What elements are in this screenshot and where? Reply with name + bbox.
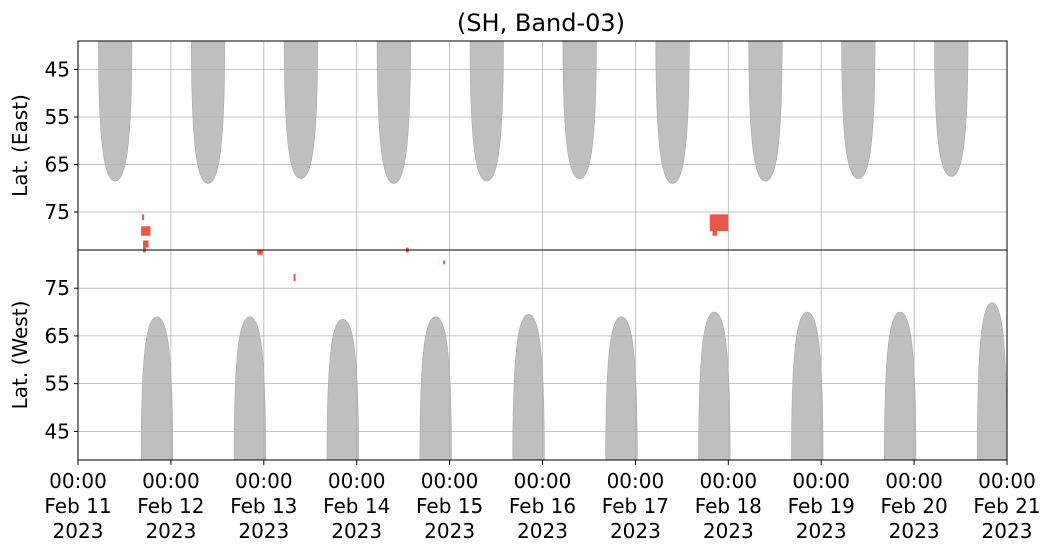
event-west-4	[443, 260, 446, 265]
y-tick-label-east-3: 75	[45, 200, 70, 224]
coverage-west-2	[326, 318, 359, 461]
x-tick-label-3-2: Feb 14	[323, 494, 390, 518]
x-tick-label-7-3: 2023	[703, 519, 754, 543]
coverage-east-1	[191, 40, 226, 184]
coverage-west-9	[976, 302, 1008, 461]
event-east-4	[712, 226, 718, 236]
coverage-east-7	[748, 40, 783, 182]
x-tick-label-7-1: 00:00	[699, 469, 757, 493]
y-tick-label-west-2: 65	[45, 324, 70, 348]
coverage-west-3	[419, 316, 452, 461]
x-tick-label-1-2: Feb 12	[137, 494, 204, 518]
x-tick-label-4-2: Feb 15	[416, 494, 483, 518]
y-tick-label-west-0: 45	[45, 419, 70, 443]
x-tick-label-10-3: 2023	[982, 519, 1033, 543]
coverage-east-8	[841, 40, 876, 180]
y-tick-label-east-1: 55	[45, 105, 70, 129]
y-tick-label-east-0: 45	[45, 58, 70, 82]
y-tick-label-west-1: 55	[45, 372, 70, 396]
coverage-west-1	[233, 316, 266, 461]
coverage-west-4	[512, 314, 545, 461]
coverage-east-0	[98, 40, 133, 182]
x-tick-label-2-2: Feb 13	[230, 494, 297, 518]
y-axis-label-west: Lat. (West)	[8, 301, 32, 410]
coverage-east-6	[655, 40, 690, 184]
x-tick-label-10-2: Feb 21	[973, 494, 1040, 518]
event-east-1	[143, 240, 149, 248]
coverage-layer	[98, 40, 1008, 461]
event-west-1	[257, 250, 263, 255]
x-tick-label-0-3: 2023	[53, 519, 104, 543]
x-tick-label-1-1: 00:00	[142, 469, 200, 493]
x-tick-label-2-3: 2023	[238, 519, 289, 543]
x-tick-label-0-2: Feb 11	[44, 494, 111, 518]
x-tick-label-6-3: 2023	[610, 519, 661, 543]
x-tick-label-5-3: 2023	[517, 519, 568, 543]
x-tick-label-1-3: 2023	[145, 519, 196, 543]
frame-layer	[74, 40, 1008, 465]
coverage-west-8	[884, 311, 917, 461]
x-tick-label-9-1: 00:00	[885, 469, 943, 493]
coverage-east-3	[376, 40, 411, 184]
event-east-2	[142, 214, 145, 221]
x-tick-label-3-3: 2023	[331, 519, 382, 543]
x-tick-label-0-1: 00:00	[49, 469, 107, 493]
x-tick-label-8-1: 00:00	[792, 469, 850, 493]
x-tick-label-5-2: Feb 16	[509, 494, 576, 518]
coverage-west-6	[698, 311, 731, 461]
event-west-2	[293, 273, 296, 282]
coverage-west-7	[791, 311, 824, 461]
x-tick-label-9-3: 2023	[889, 519, 940, 543]
x-tick-label-6-2: Feb 17	[602, 494, 669, 518]
coverage-west-5	[605, 316, 638, 461]
grid-layer	[77, 41, 1008, 460]
x-tick-label-8-3: 2023	[796, 519, 847, 543]
x-tick-label-10-1: 00:00	[978, 469, 1036, 493]
x-tick-label-9-2: Feb 20	[880, 494, 947, 518]
coverage-east-2	[283, 40, 318, 180]
coverage-east-5	[562, 40, 597, 180]
event-east-3	[709, 214, 729, 231]
x-tick-label-2-1: 00:00	[235, 469, 293, 493]
y-tick-label-east-2: 65	[45, 153, 70, 177]
x-tick-label-5-1: 00:00	[514, 469, 572, 493]
x-tick-label-4-3: 2023	[424, 519, 475, 543]
event-east-0	[141, 226, 151, 236]
coverage-east-9	[934, 40, 969, 177]
x-tick-label-4-1: 00:00	[421, 469, 479, 493]
y-tick-label-west-3: 75	[45, 276, 70, 300]
x-tick-label-6-1: 00:00	[607, 469, 665, 493]
x-tick-label-7-2: Feb 18	[695, 494, 762, 518]
x-tick-label-3-1: 00:00	[328, 469, 386, 493]
coverage-west-0	[140, 316, 174, 461]
events-layer	[141, 214, 729, 282]
x-tick-label-8-2: Feb 19	[788, 494, 855, 518]
labels-layer: 45 55 65 75 Lat. (East) 45 55 65 75 Lat. (West) 00…	[8, 58, 1041, 544]
y-axis-label-east: Lat. (East)	[8, 94, 32, 197]
chart-title: (SH, Band-03)	[457, 9, 625, 37]
coverage-east-4	[469, 40, 504, 182]
